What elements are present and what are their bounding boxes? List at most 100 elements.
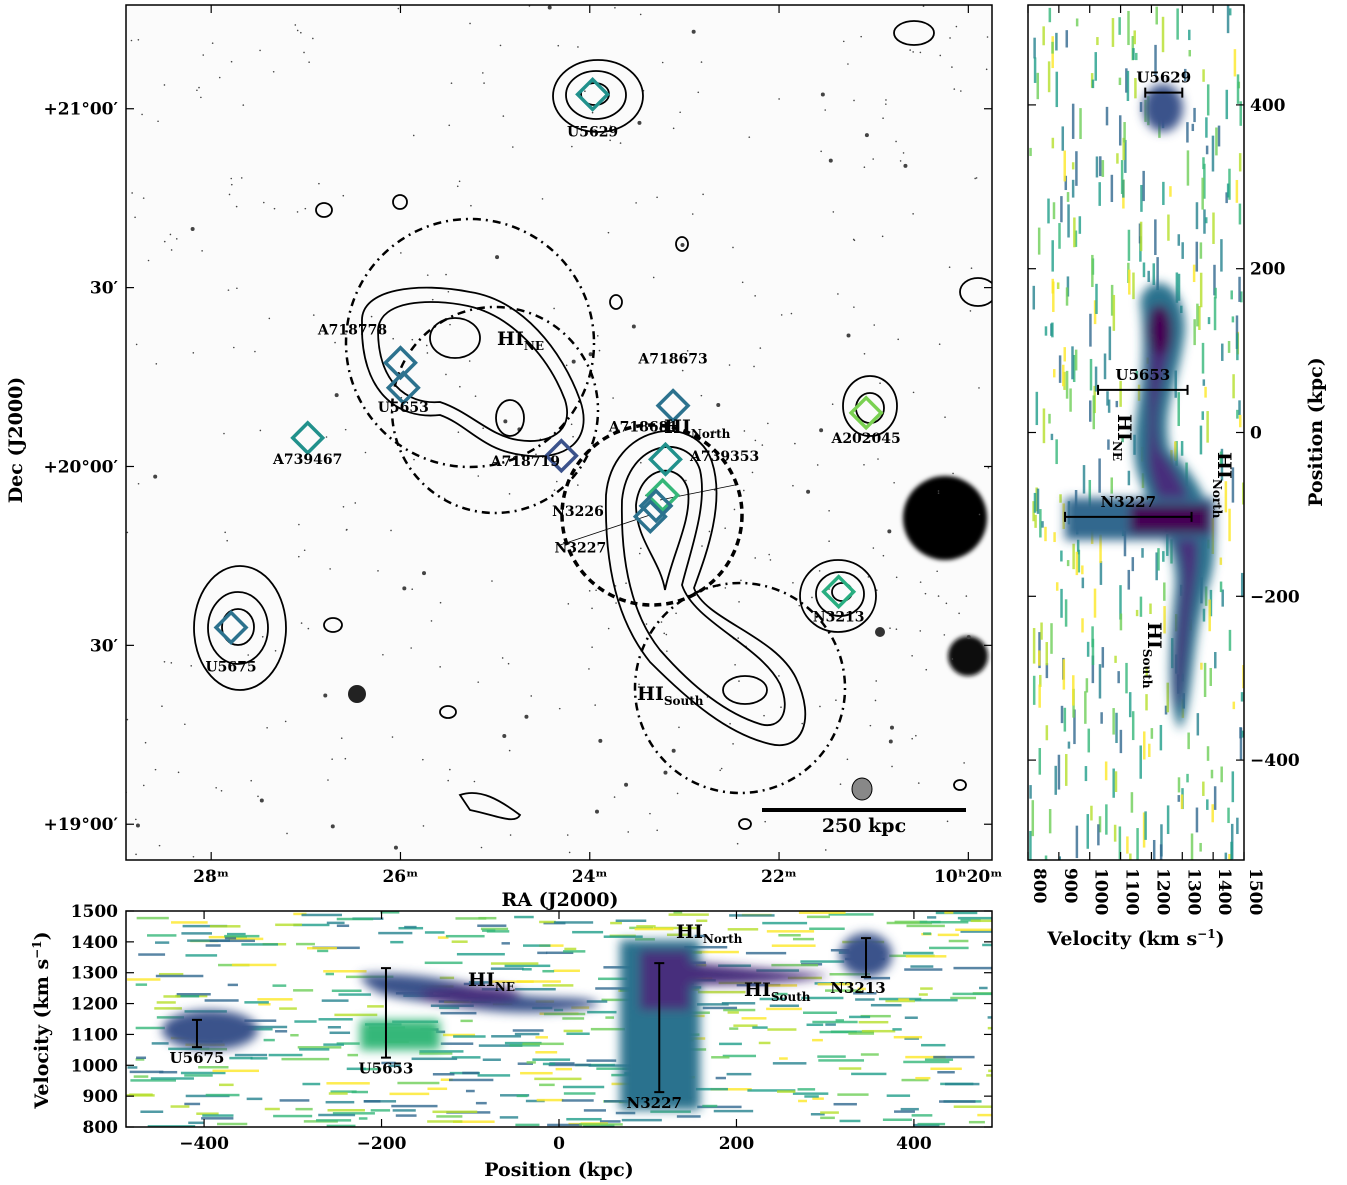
star — [724, 527, 726, 529]
noise — [1239, 727, 1242, 739]
star — [223, 432, 225, 435]
noise — [451, 1056, 481, 1059]
noise — [1240, 572, 1244, 598]
noise — [778, 934, 801, 937]
noise — [1238, 400, 1241, 415]
noise — [1072, 354, 1076, 383]
noise — [1142, 262, 1146, 278]
star — [875, 680, 878, 682]
annotation-text: HI — [744, 979, 771, 1001]
noise — [1199, 425, 1203, 455]
noise — [915, 1076, 931, 1080]
noise — [797, 1088, 816, 1091]
noise — [1217, 125, 1221, 147]
star — [242, 104, 245, 106]
star — [425, 344, 428, 347]
star — [449, 323, 451, 326]
noise — [151, 1042, 169, 1045]
noise — [870, 1003, 902, 1007]
noise — [482, 1058, 501, 1061]
noise — [1131, 711, 1135, 741]
noise — [1144, 811, 1147, 840]
star — [987, 466, 990, 469]
noise — [198, 1065, 229, 1069]
noise — [1174, 441, 1177, 461]
star — [170, 249, 173, 251]
noise — [857, 987, 866, 991]
noise — [838, 1067, 862, 1070]
noise — [539, 1083, 555, 1087]
noise — [919, 920, 941, 924]
noise — [1038, 748, 1042, 775]
noise — [1193, 107, 1196, 123]
annotation-text: HI — [664, 416, 691, 438]
noise — [1077, 549, 1081, 573]
noise — [1174, 370, 1177, 398]
noise — [1038, 632, 1041, 669]
star — [594, 809, 599, 814]
x-axis-title: RA (J2000) — [502, 889, 619, 911]
star — [915, 734, 917, 737]
noise — [982, 943, 992, 947]
star — [828, 510, 830, 512]
star — [728, 364, 731, 366]
noise — [1118, 115, 1122, 146]
noise — [515, 1123, 540, 1127]
noise — [817, 1055, 846, 1058]
noise — [296, 942, 315, 946]
star — [175, 238, 178, 240]
error-bar — [380, 967, 391, 1059]
noise — [1140, 184, 1143, 212]
noise — [960, 930, 992, 933]
noise — [1103, 353, 1107, 380]
noise — [851, 1072, 887, 1076]
noise — [1192, 264, 1196, 283]
y-tick-label: 1400 — [71, 933, 118, 953]
noise — [1238, 414, 1242, 428]
noise — [1051, 322, 1054, 338]
star — [192, 855, 195, 858]
star — [135, 823, 140, 828]
star — [863, 352, 866, 355]
noise — [702, 1104, 718, 1108]
error-bar — [1144, 87, 1184, 98]
noise — [1057, 754, 1061, 790]
star — [334, 341, 336, 344]
star — [951, 658, 954, 660]
noise — [453, 1035, 486, 1038]
noise — [752, 1026, 768, 1029]
noise — [1159, 724, 1163, 751]
star — [680, 243, 685, 248]
noise — [275, 1030, 288, 1033]
noise — [522, 968, 532, 971]
noise — [1235, 179, 1239, 203]
noise — [181, 932, 212, 935]
noise — [1118, 77, 1122, 86]
star — [342, 505, 345, 508]
noise — [1228, 508, 1231, 542]
noise — [676, 1115, 701, 1118]
noise — [1175, 441, 1178, 466]
star — [763, 714, 765, 717]
star — [625, 582, 627, 584]
noise — [553, 969, 580, 973]
noise — [1160, 824, 1163, 857]
noise — [1202, 379, 1206, 386]
star — [911, 737, 913, 740]
noise — [1032, 501, 1035, 522]
star — [818, 570, 821, 572]
star — [893, 481, 895, 484]
noise — [463, 982, 485, 986]
noise — [451, 940, 468, 943]
noise — [136, 916, 169, 920]
noise — [1064, 754, 1068, 786]
noise — [1089, 400, 1092, 422]
star — [768, 553, 770, 556]
noise — [1204, 586, 1208, 606]
star — [882, 117, 884, 120]
noise — [1162, 181, 1165, 205]
noise — [736, 983, 781, 987]
noise — [1206, 411, 1209, 443]
noise — [772, 1062, 807, 1065]
star — [986, 36, 989, 38]
